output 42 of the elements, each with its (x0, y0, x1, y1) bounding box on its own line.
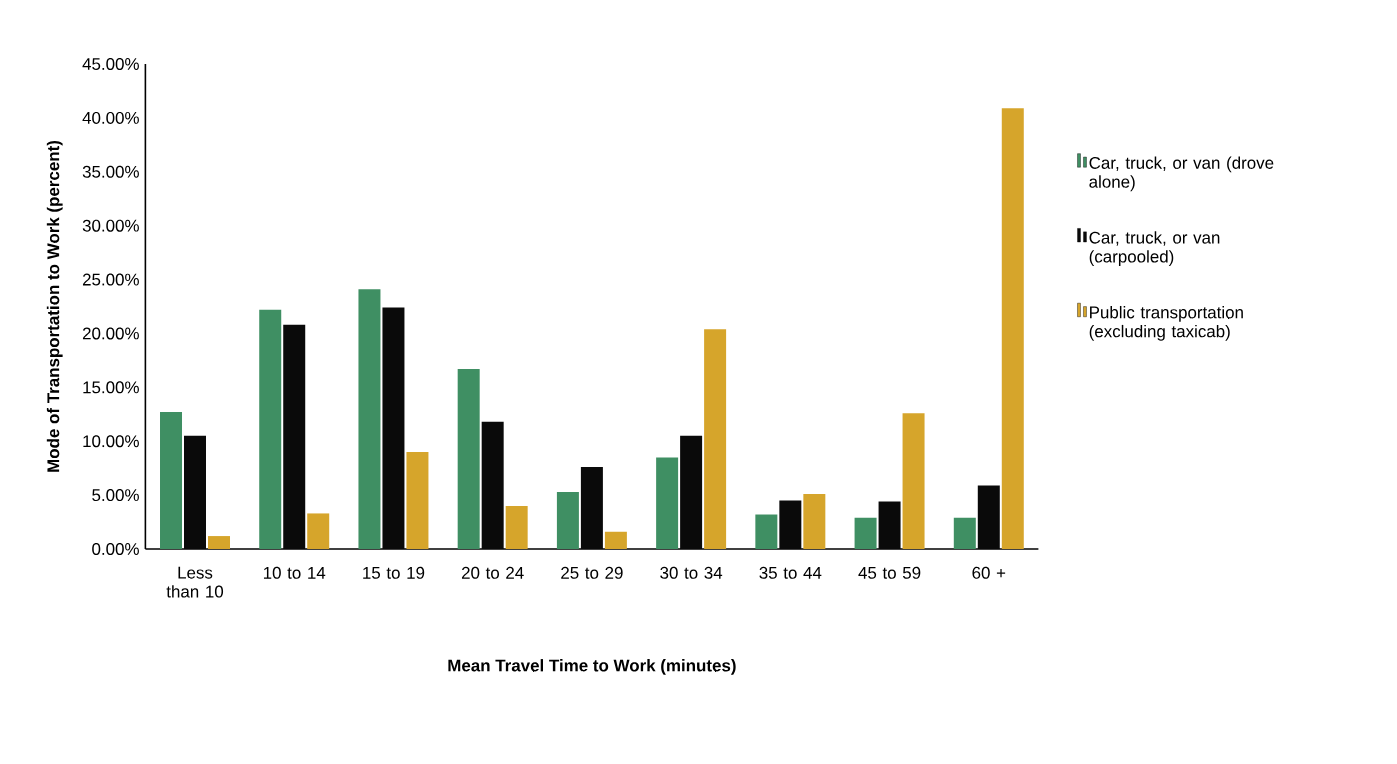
x-tick-label: Less than 10 (166, 566, 224, 598)
bar (803, 494, 826, 549)
y-tick-label: 5.00% (92, 489, 139, 502)
y-tick-label: 10.00% (83, 435, 139, 448)
x-tick-label: 45 to 59 (858, 566, 921, 579)
bar (358, 289, 381, 549)
x-axis-title: Mean Travel Time to Work (minutes) (448, 659, 736, 675)
x-tick-label: 20 to 24 (461, 566, 524, 579)
y-tick-label: 35.00% (82, 165, 139, 178)
legend-label: Car, truck, or van (drove alone) (1089, 156, 1274, 192)
bar (704, 329, 727, 549)
y-tick-label: 45.00% (82, 57, 139, 70)
y-axis-title: Mode of Transportation to Work (percent) (46, 140, 63, 472)
x-tick-label: 30 to 34 (660, 566, 723, 579)
y-tick-label: 40.00% (82, 111, 139, 124)
bar (1001, 108, 1024, 549)
x-tick-label: 35 to 44 (759, 566, 822, 579)
y-tick-label: 15.00% (83, 381, 139, 394)
x-tick-label: 10 to 14 (263, 566, 326, 579)
bar (953, 517, 976, 549)
bar (854, 517, 877, 549)
x-tick-label: 25 to 29 (561, 566, 623, 579)
bar (259, 309, 282, 549)
bar (505, 505, 528, 549)
bar (656, 457, 679, 549)
x-tick-label: 15 to 19 (363, 566, 425, 579)
bar (604, 531, 627, 549)
x-tick-label: 60 + (972, 566, 1006, 579)
bar (406, 452, 429, 549)
legend-label: Car, truck, or van (carpooled) (1089, 231, 1220, 266)
bar (160, 412, 183, 549)
y-tick-label: 25.00% (82, 273, 139, 286)
bar (902, 413, 925, 549)
y-tick-label: 30.00% (82, 219, 139, 232)
bar (307, 513, 330, 549)
bar (755, 514, 778, 549)
y-tick-label: 20.00% (82, 327, 139, 340)
bar (556, 491, 579, 549)
legend-label: Public transportation (excluding taxicab) (1089, 305, 1243, 341)
y-tick-label: 0.00% (92, 543, 139, 555)
bar (457, 369, 480, 549)
bar (208, 536, 230, 549)
